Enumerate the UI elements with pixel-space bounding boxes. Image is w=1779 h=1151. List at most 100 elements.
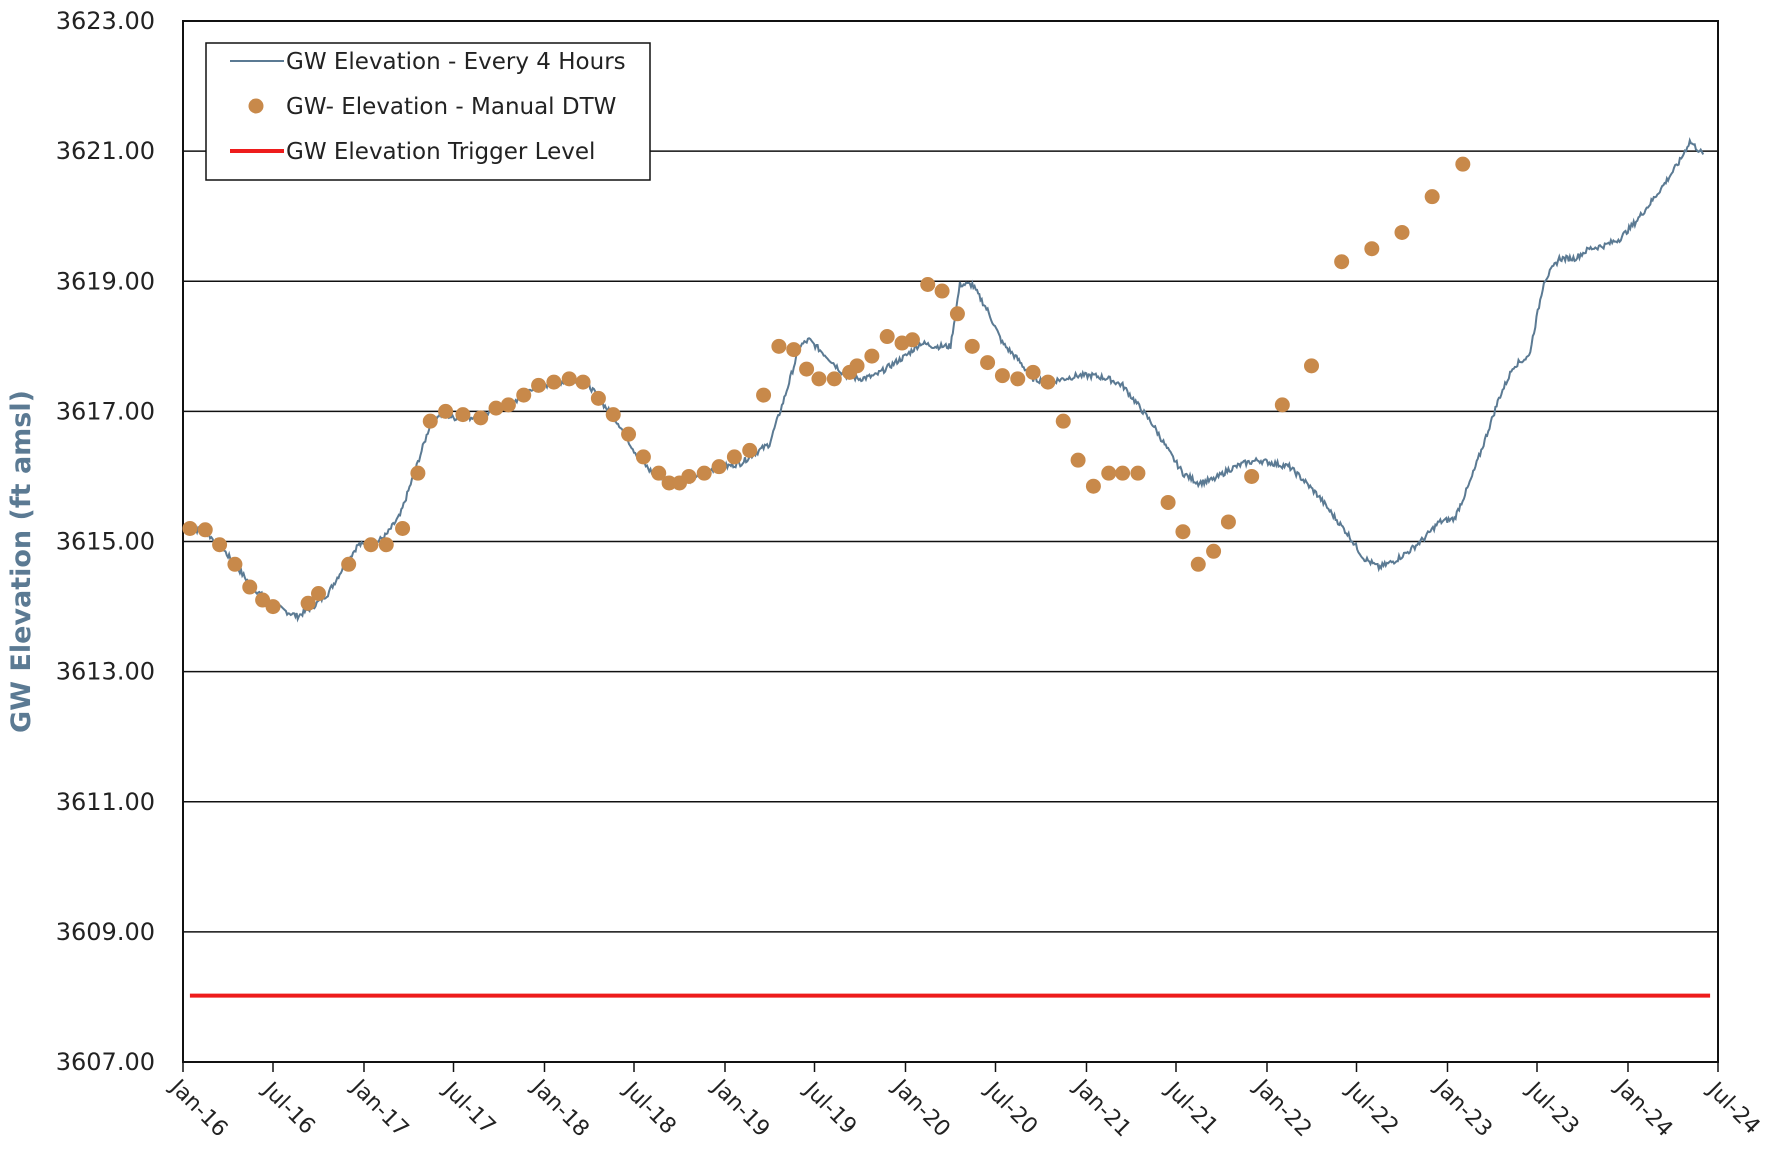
manual-dtw-point: [1130, 465, 1146, 481]
x-tick-label: Jul-24: [1701, 1076, 1764, 1139]
manual-dtw-point: [1055, 413, 1071, 429]
manual-dtw-point: [904, 332, 920, 348]
manual-dtw-point: [488, 400, 504, 416]
y-tick-label: 3613.00: [56, 658, 155, 686]
legend-marker: [248, 98, 264, 114]
legend-box: [205, 42, 651, 181]
x-tick-label: Jul-21: [1159, 1076, 1222, 1139]
legend-label: GW Elevation - Every 4 Hours: [286, 49, 626, 75]
manual-dtw-point: [696, 465, 712, 481]
manual-dtw-point: [1070, 452, 1086, 468]
manual-dtw-point: [1220, 514, 1236, 530]
y-tick-label: 3609.00: [56, 918, 155, 946]
y-tick-label: 3617.00: [56, 397, 155, 425]
x-tick-label: Jul-18: [617, 1076, 680, 1139]
manual-dtw-point: [500, 397, 516, 413]
plot-frame: [182, 20, 1719, 1063]
x-tick-label: Jan-16: [164, 1074, 232, 1142]
manual-dtw-point: [920, 277, 936, 293]
manual-dtw-point: [410, 465, 426, 481]
manual-dtw-point: [661, 475, 677, 491]
manual-dtw-point: [1101, 465, 1117, 481]
y-axis-ticks: 3607.00 3609.00 3611.00 3613.00 3615.00 3617.…: [56, 7, 155, 1076]
manual-dtw-point: [811, 371, 827, 387]
manual-dtw-point: [635, 449, 651, 465]
manual-dtw-point: [934, 283, 950, 299]
x-tick-label: Jul-22: [1340, 1076, 1403, 1139]
manual-dtw-point: [197, 522, 213, 538]
x-tick-label: Jul-16: [256, 1076, 319, 1139]
manual-dtw-point: [516, 387, 532, 403]
manual-dtw-point: [1364, 241, 1380, 257]
manual-dtw-point: [711, 459, 727, 475]
manual-dtw-point: [341, 556, 357, 572]
manual-dtw-point: [1160, 494, 1176, 510]
manual-dtw-point: [1274, 397, 1290, 413]
manual-dtw-point: [455, 407, 471, 423]
manual-dtw-point: [1394, 224, 1410, 240]
x-tick-label: Jan-24: [1609, 1074, 1677, 1142]
y-tick-label: 3623.00: [56, 7, 155, 35]
manual-dtw-point: [980, 355, 996, 371]
x-tick-label: Jul-19: [798, 1076, 861, 1139]
manual-dtw-point: [1206, 543, 1222, 559]
series-line-every-4-hours: [189, 137, 1705, 623]
manual-dtw-point: [1424, 189, 1440, 205]
manual-dtw-point: [964, 338, 980, 354]
x-tick-label: Jan-22: [1248, 1074, 1316, 1142]
x-tick-label: Jan-17: [345, 1074, 413, 1142]
legend-label: GW Elevation Trigger Level: [286, 139, 595, 165]
manual-dtw-point: [227, 556, 243, 572]
x-tick-label: Jan-21: [1067, 1074, 1135, 1142]
manual-dtw-point: [561, 371, 577, 387]
manual-dtw-point: [363, 537, 379, 553]
manual-dtw-point: [473, 410, 489, 426]
manual-dtw-point: [605, 407, 621, 423]
manual-dtw-point: [422, 413, 438, 429]
y-tick-label: 3611.00: [56, 788, 155, 816]
manual-dtw-point: [1244, 468, 1260, 484]
manual-dtw-point: [1025, 364, 1041, 380]
manual-dtw-point: [212, 537, 228, 553]
manual-dtw-point: [742, 442, 758, 458]
manual-dtw-point: [879, 329, 895, 345]
manual-dtw-point: [310, 586, 326, 602]
manual-dtw-point: [1175, 524, 1191, 540]
y-tick-label: 3619.00: [56, 267, 155, 295]
manual-dtw-point: [590, 390, 606, 406]
x-tick-label: Jul-17: [437, 1076, 500, 1139]
manual-dtw-point: [786, 342, 802, 358]
legend: GW Elevation - Every 4 Hours GW- Elevatio…: [205, 42, 651, 181]
y-axis-label: GW Elevation (ft amsl): [6, 390, 37, 733]
manual-dtw-point: [546, 374, 562, 390]
x-axis-ticks: Jan-16 Jul-16 Jan-17 Jul-17 Jan-18 Jul-18 Jan-…: [164, 1062, 1765, 1142]
y-tick-label: 3621.00: [56, 137, 155, 165]
x-tick-label: Jan-20: [886, 1074, 954, 1142]
manual-dtw-point: [242, 579, 258, 595]
manual-dtw-point: [756, 387, 772, 403]
manual-dtw-point: [826, 371, 842, 387]
manual-dtw-point: [575, 374, 591, 390]
manual-dtw-point: [1040, 374, 1056, 390]
x-tick-label: Jan-19: [706, 1074, 774, 1142]
y-tick-label: 3607.00: [56, 1048, 155, 1076]
manual-dtw-point: [1304, 358, 1320, 374]
manual-dtw-point: [1334, 254, 1350, 270]
manual-dtw-point: [651, 465, 667, 481]
x-tick-label: Jul-20: [979, 1076, 1042, 1139]
y-tick-label: 3615.00: [56, 528, 155, 556]
manual-dtw-point: [395, 520, 411, 536]
manual-dtw-point: [621, 426, 637, 442]
manual-dtw-point: [726, 449, 742, 465]
manual-dtw-point: [994, 368, 1010, 384]
series-layer: [182, 137, 1711, 998]
manual-dtw-point: [265, 599, 281, 615]
manual-dtw-point: [531, 377, 547, 393]
x-tick-label: Jan-18: [525, 1074, 593, 1142]
manual-dtw-point: [771, 338, 787, 354]
x-tick-label: Jan-23: [1428, 1074, 1496, 1142]
manual-dtw-point: [864, 348, 880, 364]
manual-dtw-point: [300, 595, 316, 611]
manual-dtw-point: [681, 468, 697, 484]
